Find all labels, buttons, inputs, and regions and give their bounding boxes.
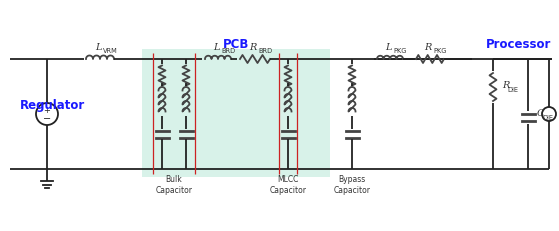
Text: −: − xyxy=(43,114,51,124)
Text: PKG: PKG xyxy=(433,48,447,54)
Text: DIE: DIE xyxy=(542,115,553,121)
Text: Regulator: Regulator xyxy=(20,100,86,112)
Text: PCB: PCB xyxy=(223,39,249,52)
Text: C: C xyxy=(537,109,544,118)
Text: PKG: PKG xyxy=(393,48,406,54)
Text: R: R xyxy=(502,80,509,89)
Text: DIE: DIE xyxy=(507,87,518,93)
Text: BRD: BRD xyxy=(221,48,235,54)
Text: L: L xyxy=(94,43,101,52)
Bar xyxy=(142,49,330,177)
Text: MLCC
Capacitor: MLCC Capacitor xyxy=(269,175,306,195)
Text: VRM: VRM xyxy=(103,48,118,54)
Text: Bypass
Capacitor: Bypass Capacitor xyxy=(334,175,371,195)
Text: L: L xyxy=(213,43,219,52)
Text: Bulk
Capacitor: Bulk Capacitor xyxy=(155,175,192,195)
Text: BRD: BRD xyxy=(258,48,272,54)
Text: Processor: Processor xyxy=(486,39,551,52)
Text: R: R xyxy=(249,43,257,52)
Text: R: R xyxy=(424,43,432,52)
Text: L: L xyxy=(385,43,391,52)
Text: +: + xyxy=(44,106,50,115)
